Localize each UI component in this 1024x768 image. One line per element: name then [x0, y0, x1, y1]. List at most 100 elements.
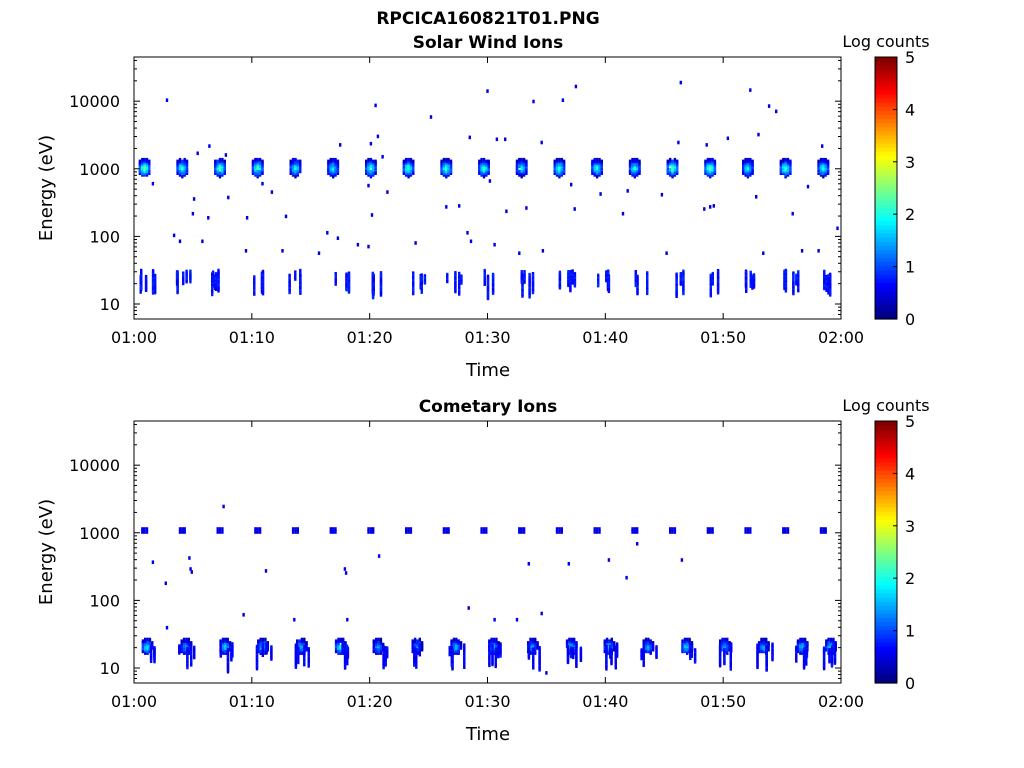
colorbar-segment — [875, 171, 897, 177]
colorbar-segment — [875, 278, 897, 283]
cometary-streak — [690, 654, 693, 658]
colorbar-tick-label: 4 — [905, 464, 915, 483]
solar-wind-peak — [334, 157, 337, 162]
cometary-peak — [608, 639, 611, 643]
low-energy-streak — [783, 286, 786, 291]
high-energy-mark — [178, 527, 182, 531]
x-tick-label: 01:50 — [700, 692, 746, 711]
colorbar-segment — [875, 629, 897, 635]
low-energy-streak — [795, 282, 798, 286]
cometary-peak — [681, 639, 684, 643]
scatter-point — [191, 211, 195, 216]
scatter-point — [151, 560, 155, 564]
heatmap-cometary — [141, 504, 837, 675]
cometary-peak — [492, 649, 496, 654]
low-energy-streak — [423, 281, 427, 285]
cometary-peak — [490, 637, 493, 642]
scatter-point — [705, 143, 708, 147]
high-energy-mark — [291, 527, 295, 531]
high-energy-mark — [560, 527, 563, 531]
colorbar-segment — [875, 261, 897, 267]
cometary-peak — [610, 642, 613, 647]
cometary-peak — [827, 637, 830, 642]
low-energy-streak — [605, 278, 608, 283]
low-energy-streak — [454, 289, 457, 294]
high-energy-mark — [141, 527, 144, 531]
low-energy-streak — [749, 284, 752, 288]
solar-wind-peak — [185, 159, 189, 164]
cometary-streak — [255, 666, 259, 671]
colorbar-segment — [875, 429, 897, 434]
low-energy-streak — [460, 281, 463, 285]
high-energy-mark — [593, 530, 596, 534]
solar-wind-peak — [185, 166, 189, 170]
colorbar-segment — [875, 204, 897, 210]
low-energy-streak — [523, 280, 526, 284]
solar-wind-peak — [709, 157, 712, 162]
solar-wind-peak — [631, 157, 634, 162]
low-energy-streak — [709, 293, 712, 298]
colorbar-segment — [875, 118, 897, 124]
solar-wind-peak — [289, 159, 292, 164]
cometary-peak — [459, 641, 463, 645]
scatter-point — [356, 242, 360, 247]
low-energy-streak — [744, 284, 748, 289]
solar-wind-peak — [666, 159, 669, 164]
low-energy-streak — [189, 279, 192, 284]
high-energy-mark — [746, 530, 750, 534]
cometary-streak — [341, 650, 344, 655]
cometary-peak — [801, 642, 804, 647]
cometary-peak — [379, 637, 383, 642]
cometary-peak — [224, 649, 227, 654]
scatter-point — [245, 216, 249, 220]
plot-frame-cometary — [133, 420, 842, 684]
cometary-peak — [529, 637, 532, 642]
colorbar-segment — [875, 126, 897, 132]
high-energy-mark — [782, 530, 785, 534]
cometary-streak — [756, 665, 759, 670]
high-energy-mark — [746, 527, 750, 531]
scatter-point — [726, 136, 730, 141]
low-energy-streak — [569, 288, 572, 293]
cometary-streak — [802, 666, 806, 670]
cometary-peak — [531, 637, 535, 642]
cometary-peak — [298, 639, 301, 643]
colorbar-segment — [875, 592, 897, 598]
colorbar-frame — [874, 420, 898, 684]
scatter-point — [817, 249, 820, 253]
colorbar-segment — [875, 531, 897, 537]
solar-wind-peak — [669, 157, 672, 162]
scatter-point — [339, 143, 342, 147]
high-energy-mark — [822, 530, 825, 534]
cometary-peak — [723, 646, 727, 650]
scatter-point — [326, 231, 329, 235]
solar-wind-peak — [251, 159, 255, 164]
cometary-peak — [259, 637, 262, 642]
high-energy-mark — [784, 527, 787, 531]
scatter-point — [525, 206, 528, 210]
solar-wind-peak — [405, 164, 408, 169]
cometary-peak — [187, 649, 190, 654]
scatter-point — [755, 195, 758, 199]
solar-wind-peak — [822, 174, 825, 179]
low-energy-streak — [679, 281, 682, 285]
high-energy-mark — [407, 527, 410, 531]
solar-wind-peak — [822, 157, 825, 162]
solar-wind-peak — [367, 157, 370, 162]
axes-solar-wind: 01:00 01:10 01:20 01:30 01:40 01:50 02:00 10 100… — [69, 57, 864, 347]
cometary-streak — [190, 663, 193, 667]
low-energy-streak — [260, 290, 264, 294]
scatter-point — [317, 251, 321, 255]
solar-wind-peak — [518, 169, 521, 174]
high-energy-mark — [784, 530, 787, 534]
scatter-point — [293, 617, 296, 622]
scatter-point — [343, 567, 347, 571]
y-axis-label-solar-wind: Energy (eV) — [36, 135, 57, 241]
low-energy-streak — [571, 281, 574, 285]
scatter-point — [518, 251, 521, 255]
low-energy-streak — [483, 282, 486, 286]
cometary-streak — [265, 650, 268, 655]
cometary-peak — [228, 647, 232, 652]
solar-wind-peak — [555, 157, 559, 162]
colorbar-segment — [875, 617, 897, 623]
